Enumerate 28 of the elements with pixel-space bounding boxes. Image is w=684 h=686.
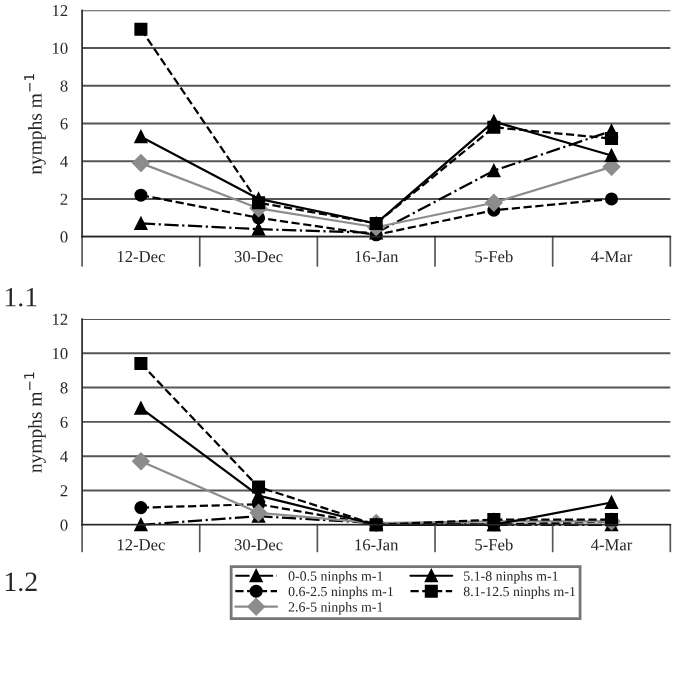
- y-tick-label: 10: [52, 42, 68, 54]
- y-tick-label: 8: [60, 80, 68, 92]
- y-tick-label: 6: [60, 118, 68, 130]
- y-tick-label: 0: [60, 519, 68, 531]
- y-tick-label: 4: [60, 451, 68, 462]
- y-axis-title: nymphs m$^{−1}$: [24, 372, 46, 473]
- y-tick-label: 2: [60, 485, 68, 497]
- y-tick-label: 6: [60, 416, 68, 428]
- x-tick-label: 4-Mar: [591, 251, 633, 263]
- x-tick-label: 16-Jan: [355, 539, 399, 551]
- x-tick-label: 4-Mar: [591, 539, 633, 551]
- x-tick-label: 5-Feb: [475, 250, 513, 263]
- y-tick-label: 12: [52, 313, 68, 325]
- x-tick-label: 12-Dec: [117, 539, 165, 551]
- x-tick-label: 16-Jan: [355, 251, 399, 263]
- x-tick-label: 30-Dec: [234, 251, 283, 263]
- y-tick-label: 12: [52, 5, 68, 17]
- y-axis-title: nymphs m$^{−1}$: [24, 74, 46, 175]
- x-tick-label: 5-Feb: [475, 538, 513, 551]
- y-tick-label: 4: [60, 156, 68, 167]
- x-tick-label: 12-Dec: [117, 251, 165, 263]
- y-tick-label: 0: [60, 231, 68, 243]
- text: 1.2: [5, 572, 37, 592]
- y-tick-label: 8: [60, 382, 68, 394]
- text: 1.1: [5, 287, 37, 307]
- y-tick-label: 10: [52, 347, 68, 360]
- y-tick-label: 2: [60, 193, 68, 205]
- x-tick-label: 30-Dec: [234, 539, 283, 551]
